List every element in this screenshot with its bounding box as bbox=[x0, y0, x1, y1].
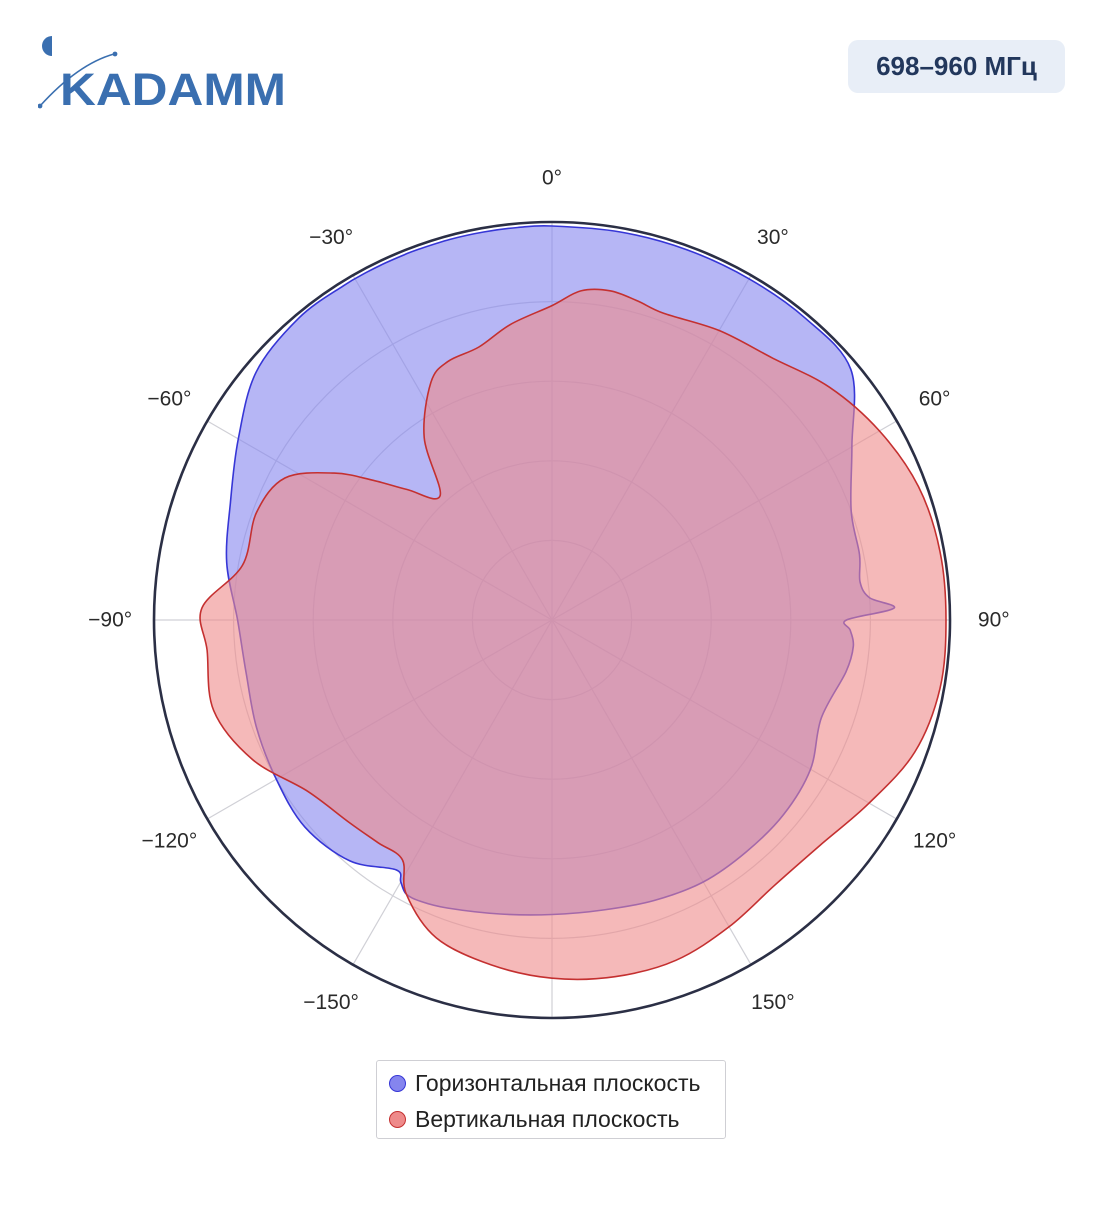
legend-marker-vertical bbox=[389, 1110, 406, 1128]
polar-chart: 0° 30° 60° 90° 120° 150° 180° −150° −120° −90° −60… bbox=[88, 167, 1010, 1060]
angular-tick-label-4: 120° bbox=[913, 829, 956, 852]
angular-tick-label-2: 60° bbox=[919, 388, 951, 411]
legend-label-horizontal: Горизонтальная плоскость bbox=[415, 1069, 701, 1096]
polar-outer-ring bbox=[152, 220, 952, 1020]
logo-orbit-dot-start bbox=[37, 103, 43, 109]
angular-tick-label-1: 30° bbox=[757, 226, 789, 249]
logo-orbit-dot-end bbox=[112, 51, 118, 57]
legend-item-horizontal[interactable]: Горизонтальная плоскость bbox=[389, 1068, 701, 1098]
angular-tick-labels: 0° 30° 60° 90° 120° 150° 180° −150° −120° −90° −60… bbox=[88, 167, 1010, 1060]
angular-tick-label-3: 90° bbox=[978, 609, 1010, 632]
frequency-badge: 698–960 МГц bbox=[848, 40, 1065, 93]
legend-marker-horizontal bbox=[389, 1074, 406, 1092]
logo-graphic: KADAMM bbox=[37, 36, 286, 115]
polar-series bbox=[199, 224, 947, 981]
legend-item-vertical[interactable]: Вертикальная плоскость bbox=[389, 1104, 679, 1134]
angular-tick-label-5: 150° bbox=[751, 991, 794, 1014]
angular-tick-label-10: −60° bbox=[147, 388, 191, 411]
logo-orbit bbox=[39, 53, 115, 107]
logo-text: KADAMM bbox=[60, 64, 286, 114]
chart-legend: Горизонтальная плоскость Вертикальная пл… bbox=[376, 1060, 726, 1139]
angular-tick-label-9: −90° bbox=[88, 609, 132, 632]
outer-circle bbox=[152, 220, 952, 1020]
angular-tick-label-11: −30° bbox=[309, 226, 353, 249]
company-logo: KADAMM bbox=[37, 34, 290, 115]
logo-half-disc bbox=[42, 36, 52, 56]
legend-label-vertical: Вертикальная плоскость bbox=[415, 1105, 680, 1132]
angular-tick-label-0: 0° bbox=[542, 167, 562, 190]
series-area-1 bbox=[199, 288, 947, 981]
angular-tick-label-6: 180° bbox=[530, 1050, 573, 1060]
frequency-badge-text: 698–960 МГц bbox=[876, 51, 1037, 81]
angular-tick-label-8: −120° bbox=[142, 829, 198, 852]
angular-tick-label-7: −150° bbox=[303, 991, 359, 1014]
